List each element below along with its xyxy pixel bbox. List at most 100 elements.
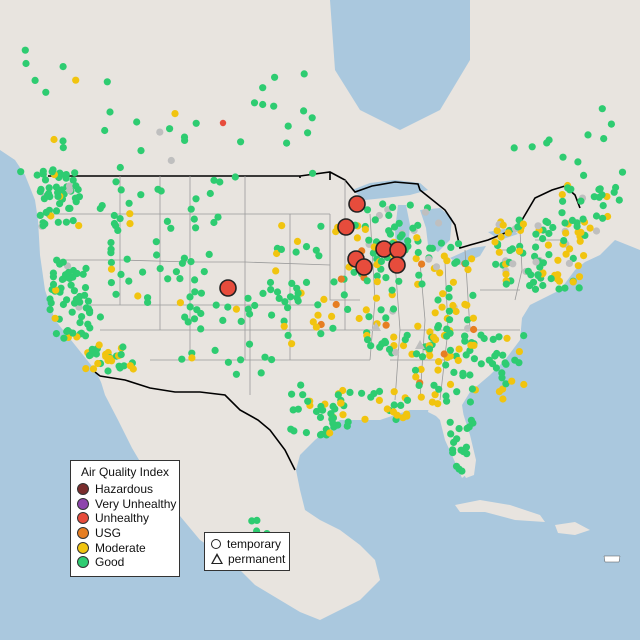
monitor-marker xyxy=(579,215,587,223)
monitor-marker xyxy=(68,308,76,316)
monitor-marker xyxy=(520,332,528,340)
monitor-marker xyxy=(224,303,232,311)
monitor-marker xyxy=(449,449,457,457)
monitor-marker xyxy=(52,183,61,191)
monitor-marker xyxy=(370,390,378,398)
monitor-marker xyxy=(519,220,528,228)
monitor-marker xyxy=(383,405,391,413)
monitor-marker xyxy=(445,307,453,315)
monitor-marker xyxy=(367,342,375,350)
hispaniola xyxy=(555,522,590,535)
monitor-marker xyxy=(114,226,122,234)
monitor-marker xyxy=(116,364,124,372)
monitor-marker xyxy=(96,204,104,213)
monitor-marker xyxy=(69,176,77,184)
monitor-marker xyxy=(458,467,466,475)
monitor-marker xyxy=(435,385,443,393)
monitor-marker xyxy=(418,280,426,288)
monitor-marker xyxy=(453,388,461,396)
monitor-marker xyxy=(532,258,540,266)
monitor-marker xyxy=(413,234,421,242)
unhealthy-monitor-marker xyxy=(337,218,355,236)
monitor-marker xyxy=(75,222,83,230)
monitor-marker xyxy=(82,264,90,272)
monitor-marker xyxy=(549,223,557,232)
monitor-marker xyxy=(386,230,394,238)
monitor-marker xyxy=(575,273,584,281)
monitor-marker xyxy=(112,290,120,298)
monitor-marker xyxy=(612,183,620,192)
monitor-marker xyxy=(312,407,321,416)
monitor-marker xyxy=(154,185,162,193)
monitor-marker xyxy=(436,269,444,277)
monitor-marker xyxy=(390,333,398,341)
monitor-marker xyxy=(491,352,499,360)
monitor-marker xyxy=(443,397,451,405)
monitor-marker xyxy=(503,334,511,342)
monitor-marker xyxy=(584,131,592,139)
monitor-marker xyxy=(219,316,227,324)
circle-icon xyxy=(211,539,221,550)
monitor-marker xyxy=(39,170,47,178)
monitor-marker xyxy=(511,356,519,364)
monitor-marker xyxy=(290,427,298,435)
monitor-marker xyxy=(445,293,453,301)
monitor-marker xyxy=(79,270,87,278)
moderate-swatch-icon xyxy=(77,541,89,554)
legend-item-usg: USG xyxy=(77,526,173,541)
monitor-marker xyxy=(328,312,336,320)
monitor-marker xyxy=(510,144,518,152)
monitor-marker xyxy=(314,301,322,309)
monitor-marker xyxy=(506,246,514,254)
monitor-marker xyxy=(176,275,184,283)
monitor-marker xyxy=(489,335,497,343)
monitor-marker xyxy=(390,401,398,409)
monitor-marker xyxy=(205,250,213,258)
monitor-marker xyxy=(440,350,448,358)
monitor-marker xyxy=(477,331,485,339)
monitor-marker xyxy=(59,63,67,71)
monitor-marker xyxy=(166,125,174,133)
monitor-marker xyxy=(41,176,50,184)
monitor-marker xyxy=(63,327,71,336)
legend-item-unhealthy: Unhealthy xyxy=(77,511,173,526)
monitor-marker xyxy=(504,229,512,237)
monitor-marker xyxy=(312,323,320,331)
monitor-marker xyxy=(107,258,115,267)
monitor-marker xyxy=(192,195,200,203)
monitor-marker xyxy=(104,367,112,375)
monitor-marker xyxy=(361,225,369,233)
legend-label-temporary: temporary xyxy=(227,537,282,552)
monitor-marker xyxy=(428,244,436,252)
monitor-marker xyxy=(329,419,337,427)
monitor-marker xyxy=(395,277,403,285)
monitor-marker xyxy=(569,254,577,262)
monitor-marker xyxy=(253,516,261,525)
monitor-marker xyxy=(106,108,114,116)
monitor-marker xyxy=(536,263,544,271)
monitor-marker xyxy=(531,285,540,293)
monitor-marker xyxy=(42,208,50,216)
monitor-marker xyxy=(432,336,440,344)
monitor-marker xyxy=(69,273,77,281)
unhealthy-monitor-marker xyxy=(219,279,237,297)
monitor-marker xyxy=(446,380,455,388)
monitor-marker xyxy=(414,322,422,330)
monitor-marker xyxy=(125,199,133,207)
monitor-marker xyxy=(163,217,171,225)
monitor-marker xyxy=(299,391,307,399)
monitor-marker xyxy=(607,120,616,128)
monitor-marker xyxy=(326,429,334,437)
monitor-marker xyxy=(181,136,189,144)
monitor-marker xyxy=(167,224,175,232)
monitor-marker xyxy=(212,301,220,309)
monitor-marker xyxy=(292,248,300,256)
monitor-marker xyxy=(232,305,240,313)
monitor-marker xyxy=(379,200,387,208)
monitor-marker xyxy=(273,249,281,258)
monitor-marker xyxy=(172,268,180,276)
hazardous-swatch-icon xyxy=(77,483,89,496)
monitor-marker xyxy=(425,345,434,353)
monitor-marker xyxy=(284,122,292,130)
